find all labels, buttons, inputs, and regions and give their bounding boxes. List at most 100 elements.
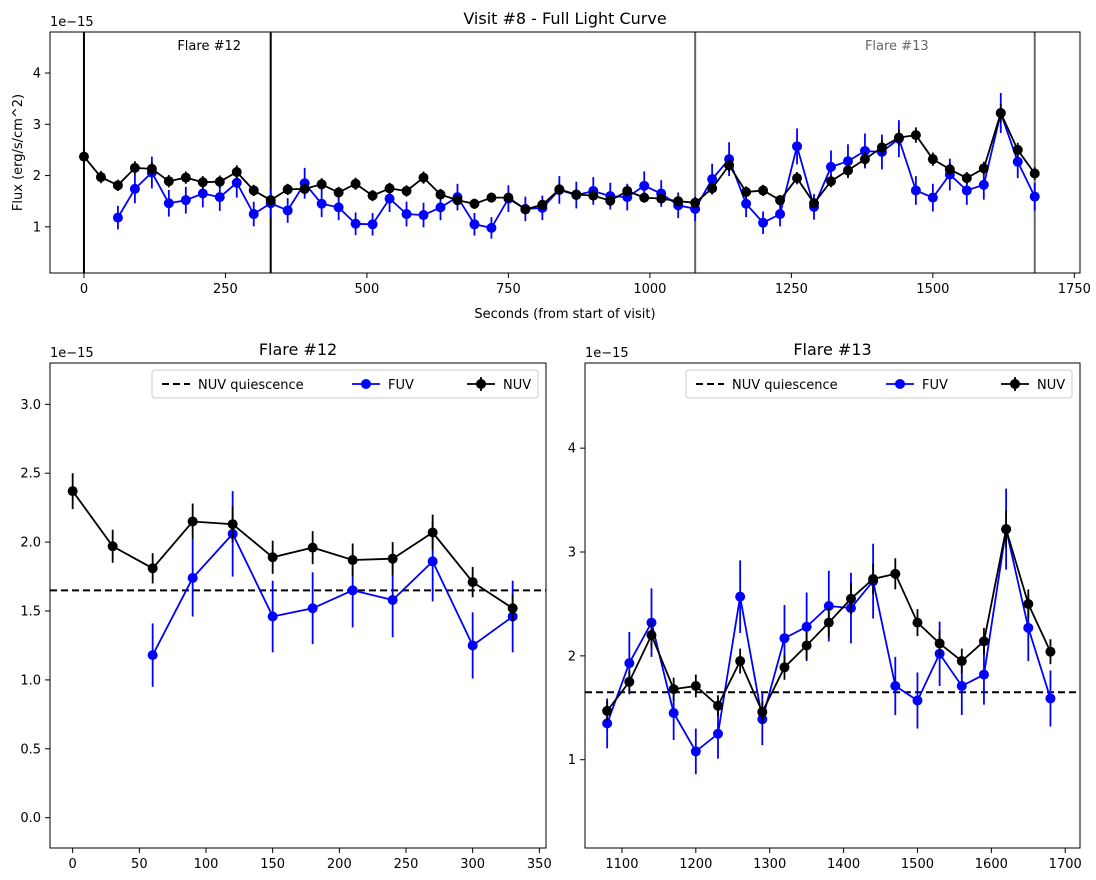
data-point bbox=[1001, 524, 1012, 535]
data-point bbox=[961, 185, 972, 196]
data-point bbox=[435, 202, 446, 213]
y-offset-label: 1e−15 bbox=[50, 346, 94, 361]
data-point bbox=[823, 617, 834, 628]
data-point bbox=[520, 204, 531, 215]
x-tick-label: 1100 bbox=[605, 857, 638, 872]
flare-annotation: Flare #12 bbox=[177, 39, 241, 54]
data-point bbox=[452, 195, 463, 206]
data-point bbox=[227, 519, 238, 530]
data-point bbox=[129, 183, 140, 194]
x-tick-label: 1500 bbox=[901, 857, 934, 872]
data-point bbox=[537, 199, 548, 210]
data-point bbox=[467, 577, 478, 588]
data-point bbox=[779, 633, 790, 644]
data-point bbox=[554, 184, 565, 195]
x-tick-label: 100 bbox=[194, 857, 219, 872]
legend-label-quiescence: NUV quiescence bbox=[732, 378, 838, 393]
data-point bbox=[197, 188, 208, 199]
data-point bbox=[944, 164, 955, 175]
data-point bbox=[467, 640, 478, 651]
data-point bbox=[180, 195, 191, 206]
x-tick-label: 1300 bbox=[753, 857, 786, 872]
legend-label-nuv: NUV bbox=[1037, 378, 1065, 393]
data-point bbox=[845, 593, 856, 604]
legend-marker-nuv bbox=[476, 379, 486, 389]
chart-title: Visit #8 - Full Light Curve bbox=[463, 9, 666, 28]
data-point bbox=[1012, 156, 1023, 167]
data-point bbox=[401, 185, 412, 196]
data-point bbox=[712, 728, 723, 739]
y-tick-label: 3 bbox=[568, 546, 576, 561]
data-point bbox=[307, 603, 318, 614]
plot-area bbox=[50, 473, 546, 687]
data-point bbox=[890, 568, 901, 579]
x-tick-label: 750 bbox=[496, 282, 521, 297]
axes-frame bbox=[49, 31, 1081, 274]
legend-box bbox=[685, 369, 1073, 399]
y-tick-label: 1 bbox=[33, 220, 41, 235]
y-tick-label: 2.5 bbox=[20, 467, 41, 482]
y-axis-label: Flux (erg/s/cm^2) bbox=[11, 94, 26, 211]
data-point bbox=[961, 173, 972, 184]
x-tick-label: 50 bbox=[131, 857, 148, 872]
x-tick-label: 1750 bbox=[1058, 282, 1091, 297]
data-point bbox=[825, 161, 836, 172]
data-point bbox=[469, 219, 480, 230]
data-point bbox=[602, 718, 613, 729]
data-point bbox=[842, 156, 853, 167]
data-point bbox=[503, 192, 514, 203]
data-point bbox=[316, 179, 327, 190]
data-point bbox=[486, 192, 497, 203]
plot-area bbox=[78, 32, 1040, 273]
x-tick-label: 0 bbox=[80, 282, 88, 297]
x-tick-label: 1250 bbox=[775, 282, 808, 297]
data-point bbox=[1045, 693, 1056, 704]
legend-marker-nuv bbox=[1010, 379, 1020, 389]
data-point bbox=[486, 222, 497, 233]
y-tick-label: 1 bbox=[568, 753, 576, 768]
data-point bbox=[859, 145, 870, 156]
data-point bbox=[1023, 598, 1034, 609]
data-point bbox=[758, 185, 769, 196]
chart-title: Flare #12 bbox=[259, 340, 337, 359]
data-point bbox=[418, 210, 429, 221]
data-point bbox=[1029, 191, 1040, 202]
y-offset-label: 1e−15 bbox=[585, 346, 629, 361]
data-point bbox=[350, 218, 361, 229]
data-point bbox=[214, 176, 225, 187]
legend-label-quiescence: NUV quiescence bbox=[198, 378, 304, 393]
data-point bbox=[927, 192, 938, 203]
data-point bbox=[112, 180, 123, 191]
data-point bbox=[978, 163, 989, 174]
x-tick-label: 0 bbox=[69, 857, 77, 872]
data-point bbox=[231, 177, 242, 188]
x-tick-label: 150 bbox=[260, 857, 285, 872]
data-point bbox=[910, 130, 921, 141]
data-point bbox=[639, 180, 650, 191]
legend-label-fuv: FUV bbox=[388, 378, 414, 393]
data-point bbox=[67, 486, 78, 497]
data-point bbox=[231, 166, 242, 177]
data-point bbox=[927, 154, 938, 165]
data-point bbox=[469, 198, 480, 209]
data-point bbox=[147, 563, 158, 574]
data-point bbox=[775, 209, 786, 220]
data-point bbox=[978, 669, 989, 680]
data-point bbox=[427, 556, 438, 567]
data-point bbox=[624, 676, 635, 687]
legend-label-fuv: FUV bbox=[922, 378, 948, 393]
x-tick-label: 1700 bbox=[1049, 857, 1082, 872]
data-point bbox=[384, 183, 395, 194]
flare-annotation: Flare #13 bbox=[865, 39, 929, 54]
x-tick-label: 200 bbox=[327, 857, 352, 872]
data-point bbox=[401, 209, 412, 220]
series-line bbox=[71, 490, 514, 610]
y-tick-label: 4 bbox=[568, 442, 576, 457]
axes-frame bbox=[584, 362, 1081, 849]
data-point bbox=[668, 707, 679, 718]
data-point bbox=[912, 617, 923, 628]
data-point bbox=[282, 205, 293, 216]
data-point bbox=[801, 621, 812, 632]
data-point bbox=[427, 527, 438, 538]
